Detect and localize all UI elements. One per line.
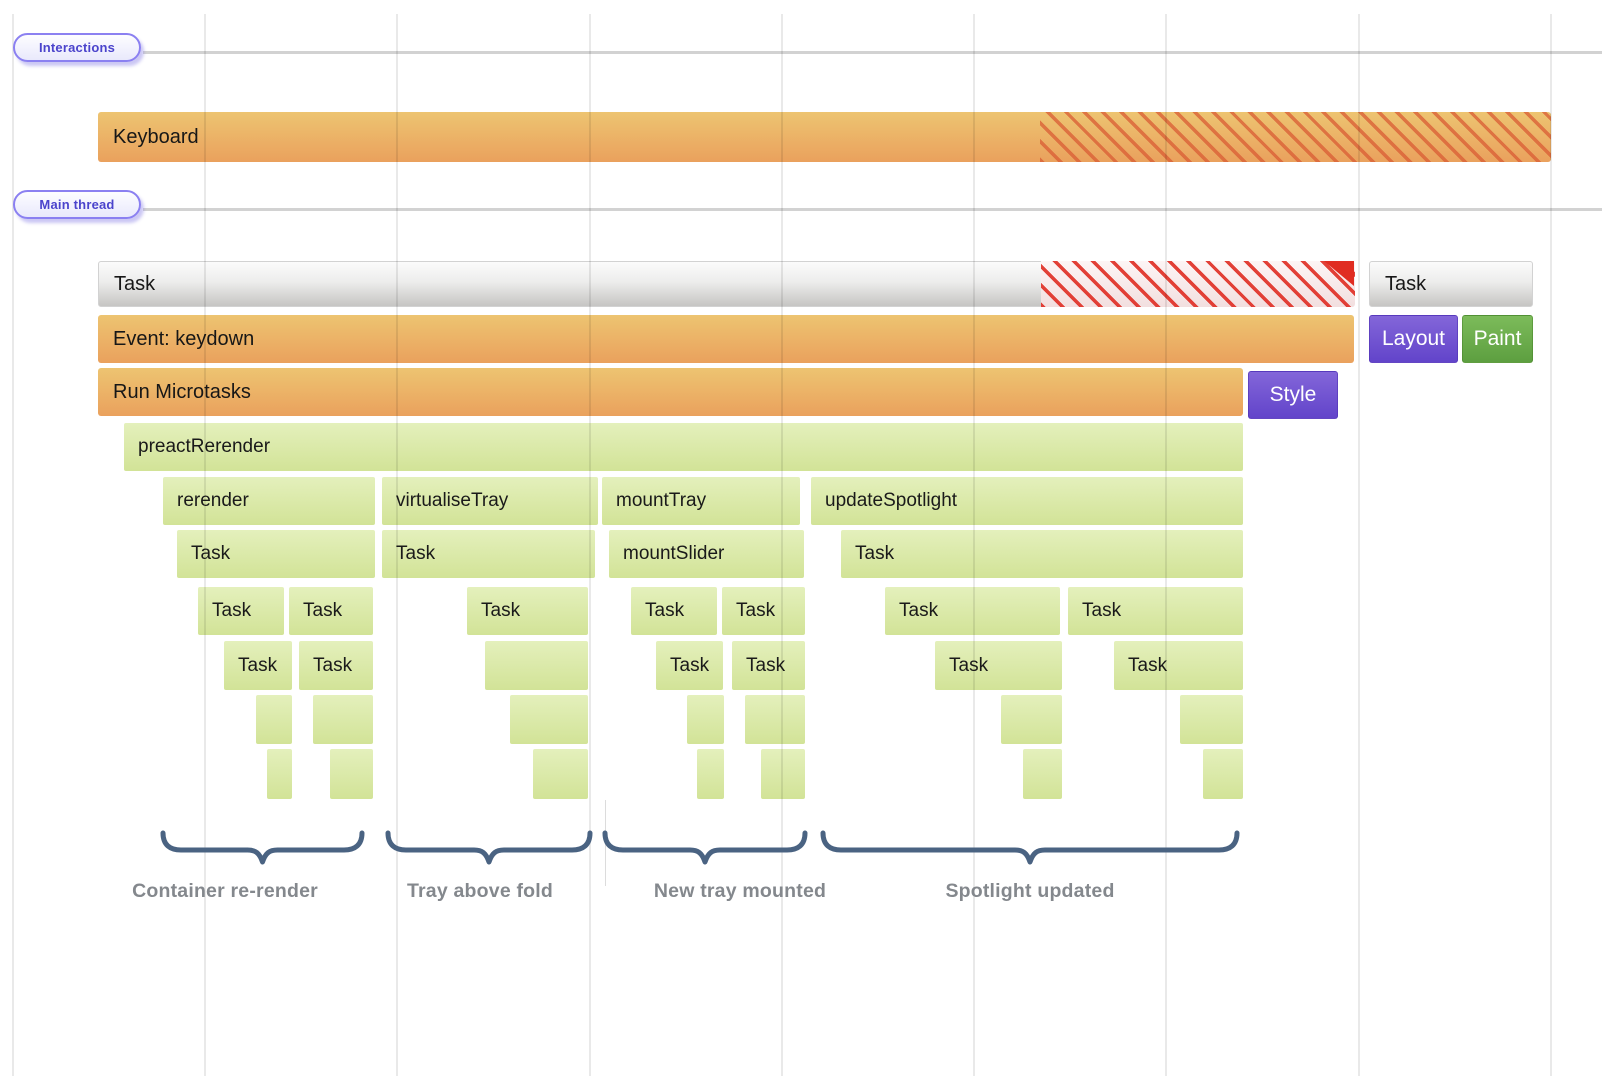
flame-box-task-label: Task	[303, 600, 343, 621]
span-event-keydown-label: Event: keydown	[113, 327, 255, 350]
flame-box-task-label: Task	[855, 543, 895, 564]
span-task-right[interactable]: Task	[1369, 261, 1533, 307]
flame-box-task[interactable]: Task	[732, 641, 805, 690]
span-task-right-label: Task	[1385, 272, 1427, 295]
track-separator-line	[143, 208, 1602, 211]
flame-box-task-label: Task	[899, 600, 939, 621]
track-pill-interactions-label: Interactions	[38, 40, 116, 55]
span-run-microtasks[interactable]: Run Microtasks	[98, 368, 1243, 416]
flame-box-task-label: Task	[746, 654, 786, 676]
annotation-label-spotlight-updated: Spotlight updated	[945, 880, 1115, 902]
pending-interaction-hatch	[1040, 112, 1551, 162]
flame-box-task-label: Task	[212, 600, 252, 621]
flame-box-mountslider-label: mountSlider	[623, 543, 725, 564]
flame-box[interactable]	[745, 695, 805, 744]
track-pill-main-thread-label: Main thread	[39, 197, 115, 212]
flame-box-mountslider[interactable]: mountSlider	[609, 530, 804, 578]
annotation-label-container-re-render: Container re-render	[132, 880, 318, 902]
flame-box-task-label: Task	[949, 654, 989, 676]
grid-line	[1358, 14, 1360, 1076]
track-pill-main-thread[interactable]: Main thread	[13, 190, 141, 219]
flame-box-task-label: Task	[1082, 600, 1122, 621]
flame-box-updatespotlight[interactable]: updateSpotlight	[811, 477, 1243, 525]
annotation-label-new-tray-mounted: New tray mounted	[653, 880, 827, 902]
flame-box[interactable]	[1203, 749, 1243, 799]
span-run-microtasks-label: Run Microtasks	[113, 380, 251, 403]
flame-box-mounttray-label: mountTray	[616, 490, 707, 511]
flame-box-updatespotlight-label: updateSpotlight	[825, 490, 958, 511]
flame-box-task-label: Task	[238, 654, 278, 676]
flame-box-virtualisetray[interactable]: virtualiseTray	[382, 477, 598, 525]
flame-box[interactable]	[697, 749, 724, 799]
annotation-label-tray-above-fold: Tray above fold	[406, 880, 554, 902]
flame-box-rerender-label: rerender	[177, 490, 249, 511]
flame-box[interactable]	[510, 695, 588, 744]
grid-line	[1550, 14, 1552, 1076]
flame-box-task[interactable]: Task	[841, 530, 1243, 578]
flame-box-task-label: Task	[313, 654, 353, 676]
span-event-keydown[interactable]: Event: keydown	[98, 315, 1354, 363]
flame-box[interactable]	[687, 695, 724, 744]
long-task-corner-flag	[1324, 261, 1354, 286]
flame-box-task[interactable]: Task	[935, 641, 1062, 690]
flame-box-task[interactable]: Task	[656, 641, 723, 690]
flame-box-task[interactable]: Task	[299, 641, 373, 690]
flame-box[interactable]	[313, 695, 373, 744]
span-style-label: Style	[1269, 383, 1317, 406]
flame-box-virtualisetray-label: virtualiseTray	[396, 490, 509, 511]
flame-box[interactable]	[761, 749, 805, 799]
span-task-main[interactable]: Task	[98, 261, 1355, 307]
flame-box-mounttray[interactable]: mountTray	[602, 477, 800, 525]
flame-box-task-label: Task	[481, 600, 521, 621]
flame-box-task[interactable]: Task	[177, 530, 375, 578]
track-separator-line	[143, 51, 1602, 54]
span-keyboard[interactable]: Keyboard	[98, 112, 1551, 162]
span-keyboard-label: Keyboard	[113, 125, 199, 148]
annotation-brace	[820, 830, 1240, 865]
flame-box-task-label: Task	[736, 600, 776, 621]
flame-box-task[interactable]: Task	[382, 530, 595, 578]
flame-box-task[interactable]: Task	[289, 587, 373, 635]
flame-box-task-label: Task	[396, 543, 436, 564]
track-pill-interactions[interactable]: Interactions	[13, 33, 141, 62]
flame-box[interactable]	[330, 749, 373, 799]
grid-line	[12, 14, 14, 1076]
flame-box-task[interactable]: Task	[198, 587, 284, 635]
pending-task-hatch	[1041, 261, 1355, 307]
flame-box[interactable]	[1001, 695, 1062, 744]
flame-box-task[interactable]: Task	[631, 587, 717, 635]
span-paint[interactable]: Paint	[1462, 315, 1533, 363]
flame-box-preactrerender[interactable]: preactRerender	[124, 423, 1243, 471]
span-style[interactable]: Style	[1248, 371, 1338, 419]
flame-box[interactable]	[1180, 695, 1243, 744]
flame-box-task[interactable]: Task	[224, 641, 292, 690]
span-layout[interactable]: Layout	[1369, 315, 1458, 363]
flame-box-task[interactable]: Task	[885, 587, 1060, 635]
flame-box-task[interactable]: Task	[467, 587, 588, 635]
annotation-brace	[602, 830, 808, 865]
flame-box-preactrerender-label: preactRerender	[138, 436, 271, 457]
flame-box[interactable]	[267, 749, 292, 799]
flame-box-task-label: Task	[1128, 654, 1168, 676]
span-paint-label: Paint	[1473, 327, 1522, 350]
flame-box-task[interactable]: Task	[1068, 587, 1243, 635]
flame-box-task-label: Task	[645, 600, 685, 621]
annotation-brace	[160, 830, 365, 865]
span-task-main-label: Task	[114, 272, 156, 295]
flame-box[interactable]	[256, 695, 292, 744]
flame-box-task[interactable]: Task	[722, 587, 805, 635]
flame-box-task[interactable]: Task	[1114, 641, 1243, 690]
flame-box-task-label: Task	[670, 654, 710, 676]
span-layout-label: Layout	[1381, 327, 1446, 350]
flame-box[interactable]	[533, 749, 588, 799]
annotation-brace	[385, 830, 593, 865]
flame-box-task-label: Task	[191, 543, 231, 564]
flame-box[interactable]	[1023, 749, 1062, 799]
flame-box[interactable]	[485, 641, 588, 690]
flame-box-rerender[interactable]: rerender	[163, 477, 375, 525]
